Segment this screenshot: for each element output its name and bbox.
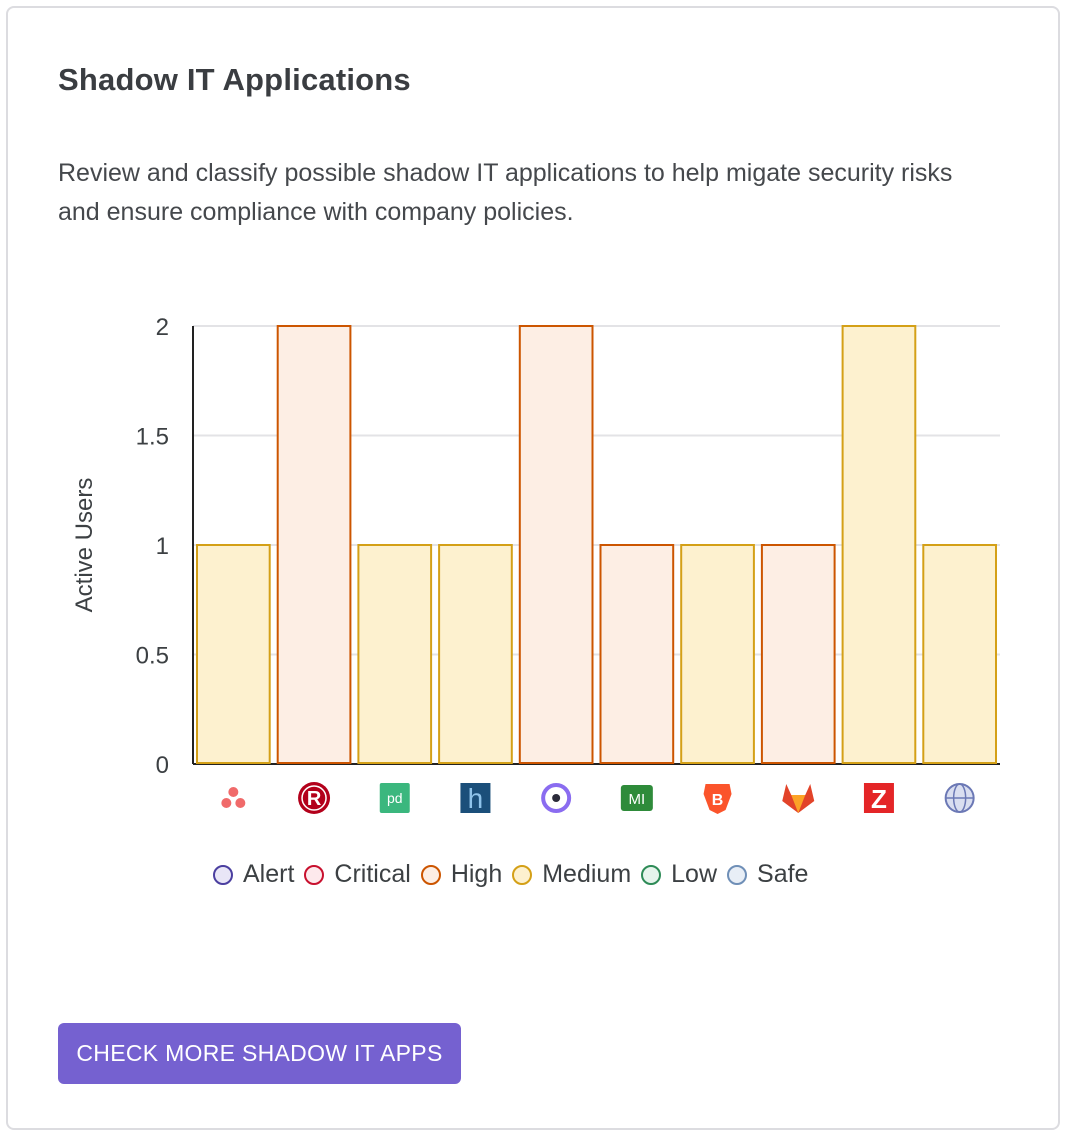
active-users-chart: 0 0.5 1 1.5 2 Active Users R pd h MI B Z xyxy=(71,314,1000,814)
mi-app-icon: MI xyxy=(620,785,653,811)
bar-mi-app[interactable] xyxy=(599,544,675,764)
legend-item-critical[interactable]: Critical xyxy=(304,860,411,889)
bar-h-app[interactable] xyxy=(438,544,513,764)
globe-icon xyxy=(944,783,975,813)
legend-label: High xyxy=(450,860,503,888)
legend-item-safe[interactable]: Safe xyxy=(727,860,808,889)
legend-label: Medium xyxy=(542,860,632,888)
legend-label: Low xyxy=(671,860,718,888)
y-axis-title: Active Users xyxy=(71,478,98,613)
y-tick-label: 2 xyxy=(156,314,169,341)
svg-text:h: h xyxy=(468,783,484,814)
bar-ring-app[interactable] xyxy=(518,325,594,764)
check-more-apps-button[interactable]: CHECK MORE SHADOW IT APPS xyxy=(58,1023,461,1084)
bar-gitlab[interactable] xyxy=(760,544,836,764)
ring-app-icon xyxy=(541,783,572,813)
chart-legend: Alert Critical High Medium Low Safe xyxy=(213,860,818,889)
y-tick-label: 1.5 xyxy=(136,424,169,451)
bar-z-app[interactable] xyxy=(841,325,917,764)
svg-text:MI: MI xyxy=(629,791,646,808)
legend-swatch xyxy=(512,864,533,885)
svg-text:Z: Z xyxy=(871,784,887,814)
legend-swatch xyxy=(641,864,662,885)
asana-icon xyxy=(221,787,246,808)
bar-brave[interactable] xyxy=(680,544,755,764)
bar-r-app[interactable] xyxy=(276,325,352,764)
legend-swatch xyxy=(727,864,748,885)
y-tick-label: 0 xyxy=(156,752,169,779)
legend-swatch xyxy=(304,864,325,885)
z-app-icon: Z xyxy=(863,783,894,814)
gitlab-icon xyxy=(782,784,815,813)
pandadoc-icon: pd xyxy=(379,783,410,813)
legend-item-high[interactable]: High xyxy=(420,860,503,889)
h-app-icon: h xyxy=(460,783,491,814)
y-tick-label: 1 xyxy=(156,533,169,560)
y-tick-label: 0.5 xyxy=(136,643,169,670)
svg-text:B: B xyxy=(712,792,724,809)
legend-label: Critical xyxy=(334,860,411,888)
legend-item-low[interactable]: Low xyxy=(641,860,717,889)
legend-label: Safe xyxy=(757,860,809,888)
r-app-icon: R xyxy=(298,782,331,814)
legend-item-medium[interactable]: Medium xyxy=(512,860,631,889)
legend-label: Alert xyxy=(243,860,295,888)
card-description: Review and classify possible shadow IT a… xyxy=(58,159,953,226)
bar-globe[interactable] xyxy=(922,544,997,764)
svg-text:R: R xyxy=(307,788,322,810)
shadow-it-card: Shadow IT Applications Review and classi… xyxy=(6,6,1060,1130)
bar-pandadoc[interactable] xyxy=(357,544,433,764)
legend-swatch xyxy=(213,864,233,885)
card-title: Shadow IT Applications xyxy=(58,62,411,97)
legend-swatch xyxy=(420,864,441,885)
legend-item-alert[interactable]: Alert xyxy=(213,860,294,889)
svg-text:pd: pd xyxy=(387,790,403,806)
brave-icon: B xyxy=(703,784,732,814)
bar-asana[interactable] xyxy=(196,544,271,764)
